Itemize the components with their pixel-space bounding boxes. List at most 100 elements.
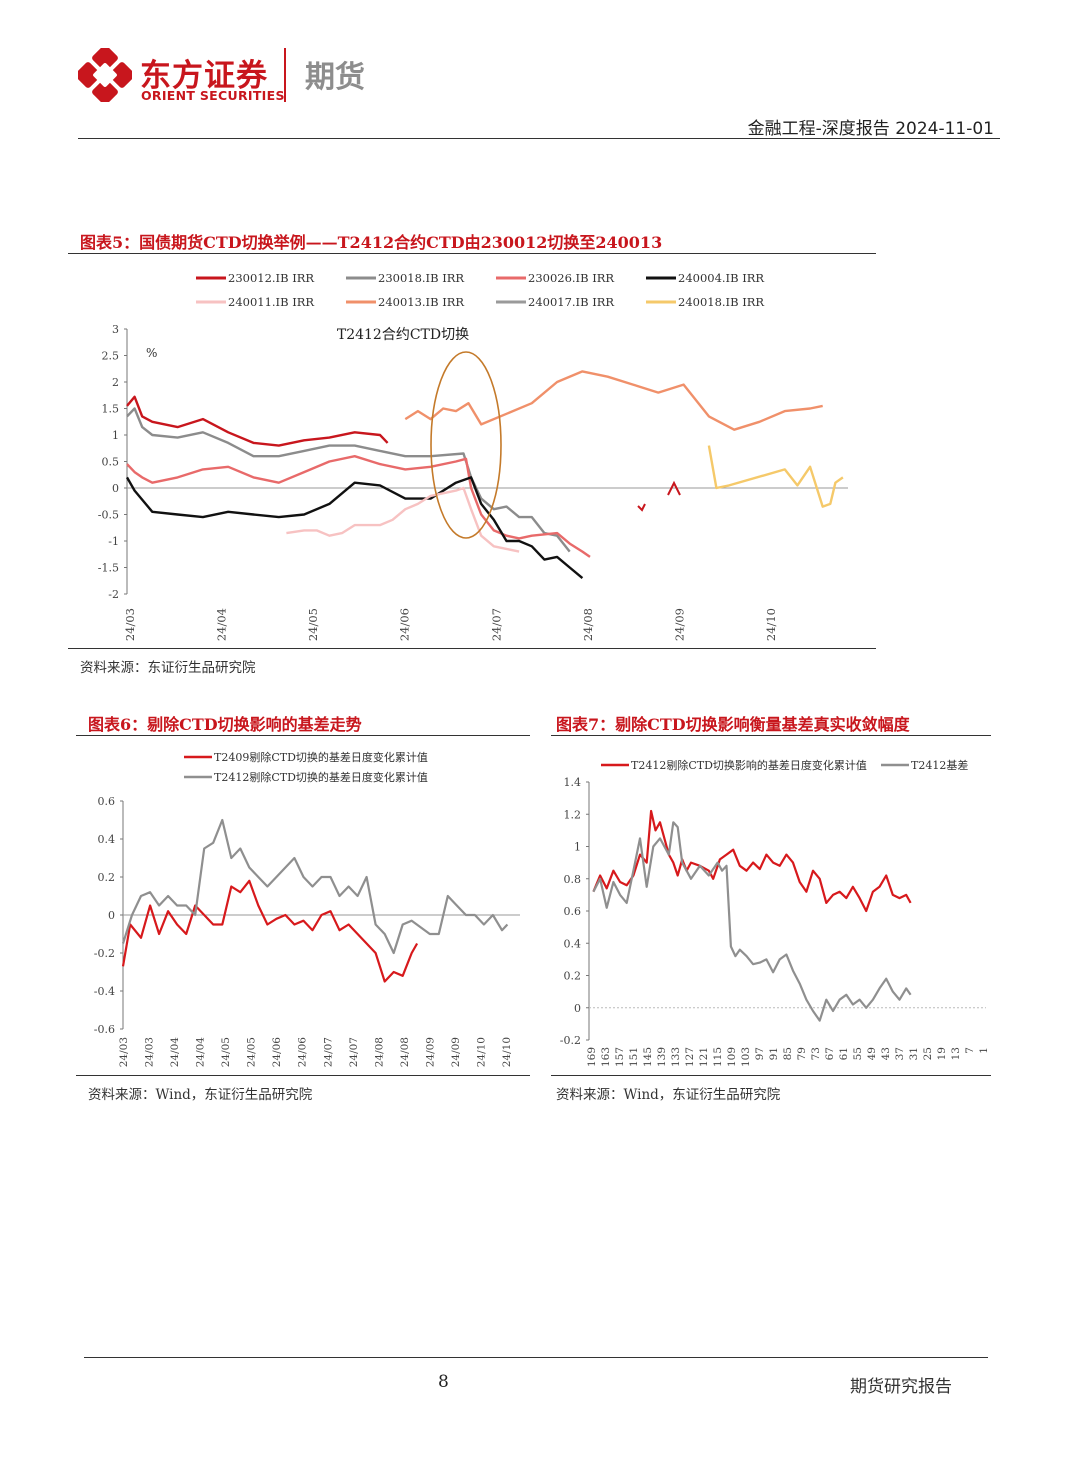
x-tick-label: 24/06 [271, 1037, 283, 1068]
chart5-bottom-rule [68, 648, 876, 649]
footer-report-type: 期货研究报告 [850, 1377, 952, 1397]
chart6-source: 资料来源：Wind，东证衍生品研究院 [88, 1087, 313, 1103]
header: 东方证券 ORIENT SECURITIES 期货 金融工程-深度报告 2024… [0, 0, 1080, 140]
company-name-cn: 东方证券 [140, 58, 268, 94]
chart5-title: 图表5：国债期货CTD切换举例——T2412合约CTD由230012切换至240… [80, 233, 663, 252]
x-tick-label: 91 [768, 1047, 780, 1060]
y-tick-label: 0.4 [98, 833, 116, 846]
switch-ellipse-mark [430, 351, 502, 539]
y-tick-label: 1.4 [564, 776, 582, 789]
y-tick-label: 3 [112, 323, 119, 336]
chart5-svg: 230012.IB IRR 230018.IB IRR 230026.IB IRR 2… [98, 271, 848, 641]
x-tick-label: 24/05 [246, 1037, 258, 1067]
x-tick-label: 109 [726, 1047, 738, 1067]
chart7-source: 资料来源：Wind，东证衍生品研究院 [556, 1087, 781, 1103]
chart6-svg: T2409剔除CTD切换的基差日度变化累计值 T2412剔除CTD切换的基差日度变… [94, 750, 520, 1068]
y-tick-label: 1 [112, 429, 119, 442]
y-tick-label: -0.6 [94, 1023, 115, 1036]
x-tick-label: 79 [796, 1047, 808, 1060]
y-tick-label: 0 [112, 482, 119, 495]
x-tick-label: 24/04 [215, 608, 229, 641]
x-tick-label: 133 [670, 1047, 682, 1067]
x-tick-label: 151 [628, 1047, 640, 1067]
y-tick-label: 1.5 [102, 403, 120, 416]
chart7-svg: T2412剔除CTD切换影响的基差日度变化累计值 T2412基差 1.4 1.2 1 0.… [560, 758, 990, 1067]
legend-label-1: 230018.IB IRR [378, 271, 464, 285]
series-line-7 [707, 445, 844, 508]
chart6-bottom-rule [76, 1075, 530, 1076]
y-tick-label: 0 [574, 1002, 581, 1015]
legend-label-2: 230026.IB IRR [528, 271, 614, 285]
x-tick-label: 97 [754, 1047, 766, 1060]
y-tick-label: 0.8 [564, 873, 582, 886]
x-tick-label: 24/05 [220, 1037, 232, 1067]
division-label: 期货 [305, 60, 365, 95]
x-tick-label: 24/08 [581, 608, 595, 641]
y-tick-label: -1 [108, 535, 119, 548]
y-tick-label: 0.5 [102, 456, 120, 469]
legend-label-5: 240013.IB IRR [378, 295, 464, 309]
fragment-mark-2 [667, 480, 681, 496]
legend-label-1: T2412基差 [911, 758, 968, 772]
series-line-0 [121, 879, 419, 983]
footer-rule [84, 1357, 988, 1358]
company-logo-icon [78, 48, 132, 102]
chart5-annotation: T2412合约CTD切换 [337, 326, 469, 343]
x-tick-label: 7 [964, 1047, 976, 1054]
chart5-source: 资料来源：东证衍生品研究院 [80, 660, 256, 676]
legend-label-4: 240011.IB IRR [228, 295, 314, 309]
y-tick-label: 0.2 [564, 970, 582, 983]
series-line-0 [126, 395, 389, 447]
page-number: 8 [438, 1372, 449, 1392]
x-tick-label: 24/10 [764, 608, 778, 641]
legend-label-1: T2412剔除CTD切换的基差日度变化累计值 [214, 770, 428, 784]
x-tick-label: 127 [684, 1047, 696, 1067]
x-tick-label: 24/10 [475, 1037, 487, 1067]
y-tick-label: -2 [108, 588, 119, 601]
chart6-title: 图表6：剔除CTD切换影响的基差走势 [88, 715, 362, 734]
y-tick-label: 0 [108, 909, 115, 922]
legend-label-6: 240017.IB IRR [528, 295, 614, 309]
series-line-3 [125, 476, 584, 580]
x-tick-label: 19 [936, 1047, 948, 1060]
x-tick-label: 67 [824, 1047, 836, 1060]
legend-label-3: 240004.IB IRR [678, 271, 764, 285]
chart5-top-rule [68, 253, 876, 254]
x-tick-label: 24/03 [118, 1037, 130, 1067]
legend-label-0: 230012.IB IRR [228, 271, 314, 285]
chart5-unit-label: % [146, 346, 157, 360]
logo-divider [284, 48, 286, 102]
x-tick-label: 157 [614, 1047, 626, 1067]
x-tick-label: 24/07 [348, 1037, 360, 1067]
x-tick-label: 31 [908, 1047, 920, 1060]
x-tick-label: 24/09 [672, 608, 686, 641]
y-tick-label: 0.6 [564, 905, 582, 918]
y-tick-label: -1.5 [98, 562, 119, 575]
y-tick-label: 2 [112, 376, 119, 389]
y-tick-label: -0.2 [560, 1034, 581, 1047]
series-line-1 [121, 818, 509, 955]
x-tick-label: 49 [866, 1047, 878, 1060]
x-tick-label: 73 [810, 1047, 822, 1060]
x-tick-label: 121 [698, 1047, 710, 1067]
x-tick-label: 24/07 [489, 608, 503, 641]
x-tick-label: 24/04 [195, 1037, 207, 1068]
x-tick-label: 115 [712, 1047, 724, 1067]
y-tick-label: 1.2 [564, 808, 582, 821]
x-tick-label: 145 [642, 1047, 654, 1067]
y-tick-label: -0.4 [94, 985, 115, 998]
legend-label-0: T2409剔除CTD切换的基差日度变化累计值 [214, 750, 428, 764]
x-tick-label: 24/03 [144, 1037, 156, 1067]
chart7-top-rule [551, 735, 991, 736]
x-tick-label: 1 [978, 1047, 990, 1054]
series-line-4 [286, 486, 520, 553]
x-tick-label: 24/07 [322, 1037, 334, 1067]
x-tick-label: 24/03 [123, 608, 137, 641]
fragment-mark-1 [637, 503, 646, 512]
x-tick-label: 24/10 [501, 1037, 513, 1067]
x-tick-label: 24/06 [297, 1037, 309, 1068]
x-tick-label: 24/09 [424, 1037, 436, 1067]
x-tick-label: 61 [838, 1047, 850, 1060]
y-tick-label: 0.2 [98, 871, 116, 884]
series-line-1 [592, 821, 912, 1022]
